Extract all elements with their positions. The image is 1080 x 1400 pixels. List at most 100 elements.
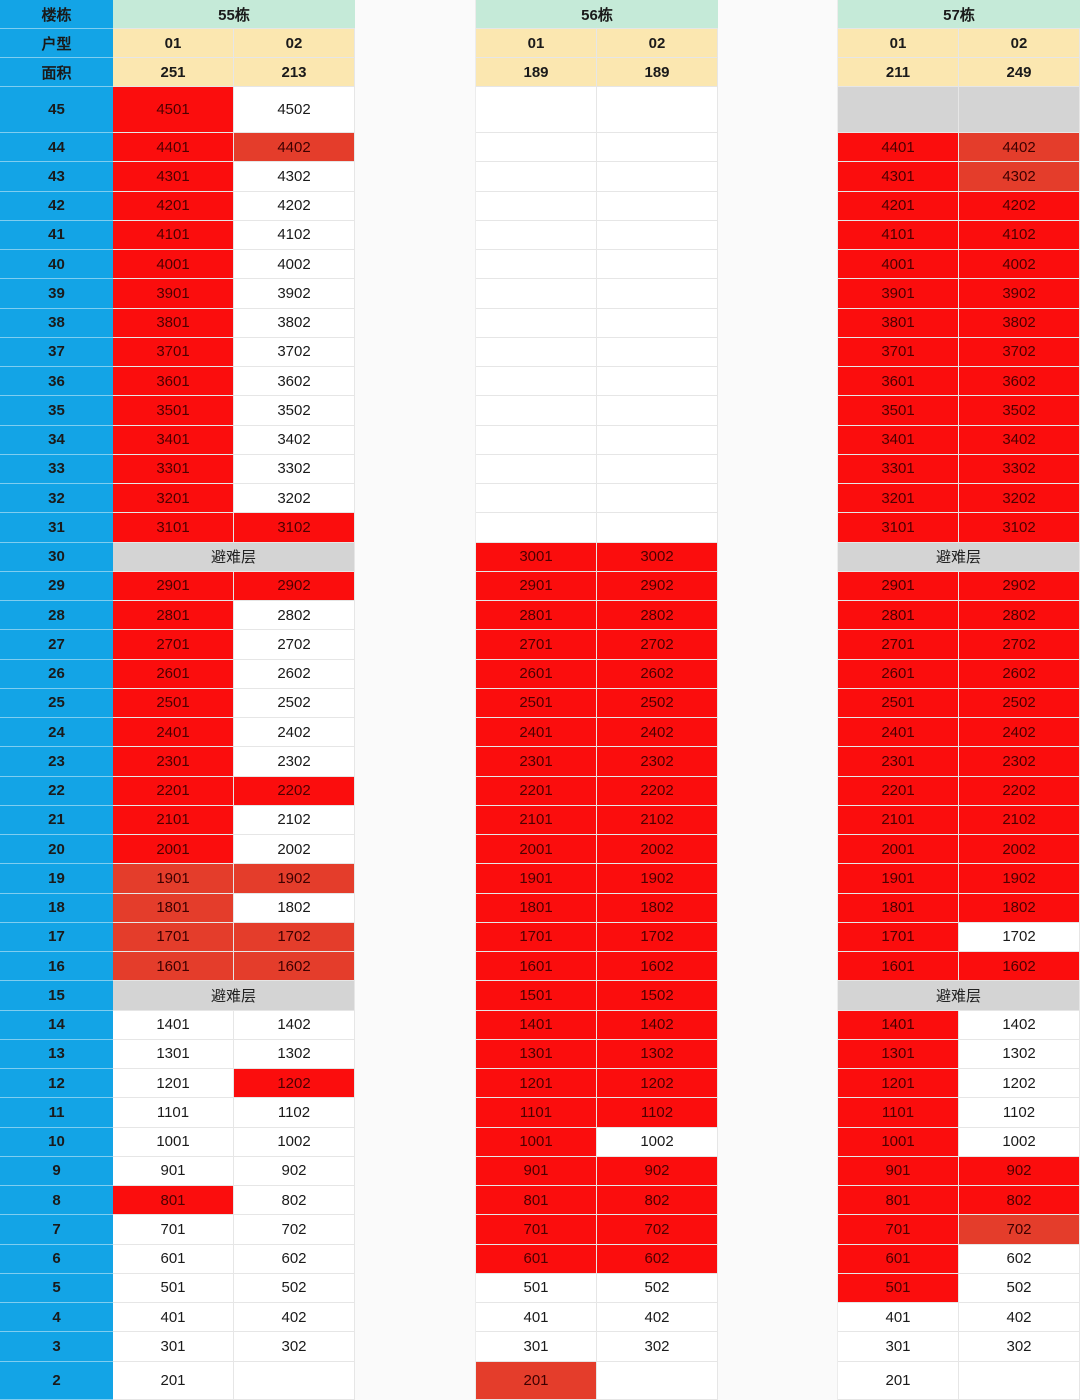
unit-cell: 2501 [476, 688, 597, 718]
unit-cell: 3401 [838, 425, 959, 455]
floor-number: 9 [0, 1156, 113, 1186]
unit-cell: 4401 [838, 133, 959, 163]
unit-cell: 2602 [234, 659, 355, 689]
floor-number: 37 [0, 337, 113, 367]
unit-cell: 1601 [476, 952, 597, 982]
unit-cell [597, 279, 718, 309]
unit-cell: 302 [234, 1332, 355, 1362]
unit-cell: 3502 [234, 396, 355, 426]
unit-cell: 2401 [113, 718, 234, 748]
building-name: 57栋 [838, 0, 1080, 29]
unit-cell: 2402 [959, 718, 1080, 748]
unit-cell: 1602 [959, 952, 1080, 982]
unit-cell: 4301 [113, 162, 234, 192]
floor-number: 10 [0, 1127, 113, 1157]
unit-cell: 2502 [234, 688, 355, 718]
unit-cell: 2102 [597, 805, 718, 835]
unit-cell: 4202 [959, 191, 1080, 221]
unit-cell: 2301 [113, 747, 234, 777]
unit-cell: 802 [234, 1186, 355, 1216]
unit-cell: 2002 [597, 835, 718, 865]
unit-cell: 3702 [234, 337, 355, 367]
unit-cell: 3502 [959, 396, 1080, 426]
unit-cell [476, 513, 597, 543]
unit-cell: 1702 [597, 922, 718, 952]
unit-cell: 2502 [597, 688, 718, 718]
unit-cell: 1802 [234, 893, 355, 923]
unit-cell: 1802 [959, 893, 1080, 923]
unit-cell: 2402 [597, 718, 718, 748]
unit-cell [597, 162, 718, 192]
unit-cell: 3802 [959, 308, 1080, 338]
refuge-floor-label: 避难层 [113, 542, 355, 572]
unit-cell: 902 [959, 1156, 1080, 1186]
unit-cell: 2902 [234, 571, 355, 601]
floor-number: 18 [0, 893, 113, 923]
unit-cell: 3001 [476, 542, 597, 572]
unit-cell [476, 425, 597, 455]
unit-cell: 1701 [113, 922, 234, 952]
unit-area: 249 [959, 58, 1080, 87]
unit-cell [476, 396, 597, 426]
unit-cell: 1101 [838, 1098, 959, 1128]
unit-cell: 502 [959, 1273, 1080, 1303]
unit-cell: 4401 [113, 133, 234, 163]
unit-cell: 601 [113, 1244, 234, 1274]
unit-cell: 3701 [838, 337, 959, 367]
unit-cell: 1102 [959, 1098, 1080, 1128]
unit-cell: 3901 [113, 279, 234, 309]
unit-cell [476, 191, 597, 221]
unit-cell: 3002 [597, 542, 718, 572]
unit-cell: 1702 [959, 922, 1080, 952]
unit-cell: 1902 [234, 864, 355, 894]
floor-number: 25 [0, 688, 113, 718]
unit-cell [959, 87, 1080, 133]
unit-cell: 2801 [113, 601, 234, 631]
unit-cell: 301 [838, 1332, 959, 1362]
unit-cell: 1201 [838, 1069, 959, 1099]
unit-cell: 4202 [234, 191, 355, 221]
unit-cell: 1201 [476, 1069, 597, 1099]
floor-number: 24 [0, 718, 113, 748]
unit-cell: 1002 [959, 1127, 1080, 1157]
floor-number: 13 [0, 1039, 113, 1069]
unit-cell: 3402 [959, 425, 1080, 455]
unit-cell: 4201 [113, 191, 234, 221]
unit-cell: 1102 [597, 1098, 718, 1128]
unit-cell [597, 396, 718, 426]
unit-cell: 1402 [597, 1010, 718, 1040]
unit-cell: 301 [476, 1332, 597, 1362]
unit-cell [234, 1361, 355, 1400]
floor-number: 43 [0, 162, 113, 192]
unit-cell: 3102 [234, 513, 355, 543]
unit-cell: 3501 [113, 396, 234, 426]
unit-cell: 1901 [838, 864, 959, 894]
unit-cell: 2702 [597, 630, 718, 660]
unit-cell: 2201 [113, 776, 234, 806]
refuge-floor-label: 避难层 [113, 981, 355, 1011]
unit-cell: 1302 [597, 1039, 718, 1069]
unit-cell: 901 [476, 1156, 597, 1186]
unit-cell: 401 [476, 1303, 597, 1333]
unit-cell: 1601 [113, 952, 234, 982]
unit-cell: 4001 [838, 250, 959, 280]
unit-cell: 4302 [234, 162, 355, 192]
unit-cell: 701 [113, 1215, 234, 1245]
unit-cell: 502 [234, 1273, 355, 1303]
unit-cell: 4002 [234, 250, 355, 280]
unit-cell: 2302 [959, 747, 1080, 777]
unit-cell: 3301 [113, 454, 234, 484]
unit-cell: 4001 [113, 250, 234, 280]
unit-cell: 4101 [113, 220, 234, 250]
unit-cell: 602 [959, 1244, 1080, 1274]
unit-type-header-label: 户型 [0, 29, 113, 58]
unit-cell: 2002 [234, 835, 355, 865]
unit-cell [476, 250, 597, 280]
unit-cell [476, 337, 597, 367]
unit-cell: 3501 [838, 396, 959, 426]
unit-cell: 2202 [234, 776, 355, 806]
unit-cell: 1001 [838, 1127, 959, 1157]
unit-cell: 302 [597, 1332, 718, 1362]
unit-cell: 1101 [113, 1098, 234, 1128]
unit-cell: 2001 [113, 835, 234, 865]
